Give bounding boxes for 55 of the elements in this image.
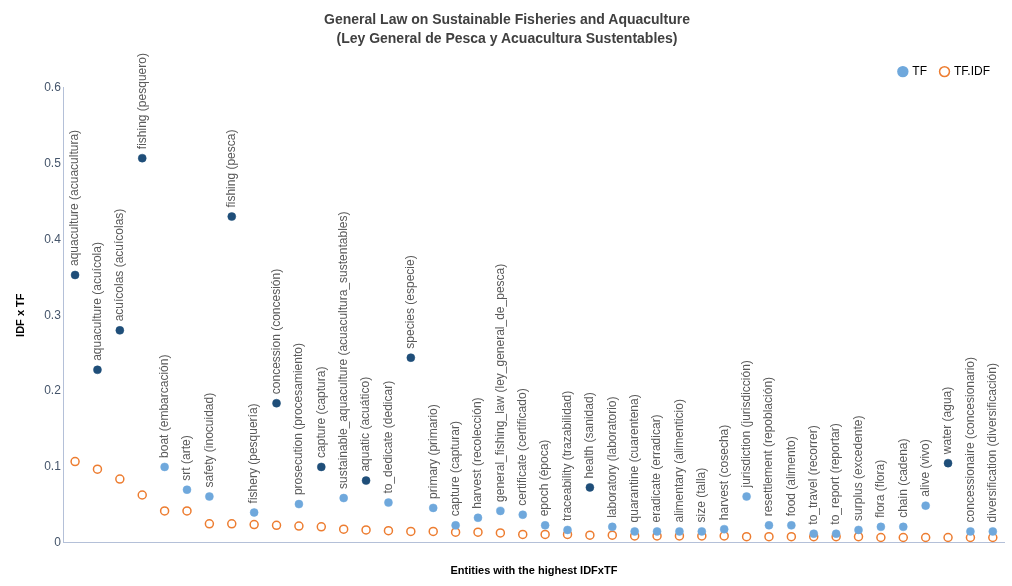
x-axis-title: Entities with the highest IDFxTF <box>450 564 618 577</box>
x-tick-label: alimentary (alimenticio) <box>671 399 686 523</box>
x-tick-label: resettlement (repoblación) <box>761 376 776 517</box>
x-tick-label: general_fishing_law (ley_general_de_pesca) <box>492 263 507 502</box>
x-tick-label: concession (concesión) <box>268 268 283 395</box>
x-tick-label: aquaculture (acuícola) <box>89 242 104 361</box>
x-tick-label: primary (primario) <box>425 404 440 499</box>
x-tick-label: jurisdiction (jurisdicción) <box>738 360 753 489</box>
x-tick-label: eradicate (erradicar) <box>649 414 664 523</box>
y-tick-label: 0.4 <box>44 231 62 246</box>
y-tick-label: 0.6 <box>44 79 62 94</box>
x-tick-label: flora (flora) <box>873 459 888 518</box>
x-tick-label: to_travel (recorrer) <box>806 425 821 525</box>
x-tick-label: diversification (diversificación) <box>985 363 1000 523</box>
y-axis-title: IDF x TF <box>13 293 26 337</box>
x-tick-label: fishing (pesquero) <box>134 53 149 150</box>
x-tick-label: traceability (trazabilidad) <box>559 390 574 521</box>
x-tick-label: capture (captura) <box>313 366 328 458</box>
x-tick-label: aquatic (acuático) <box>358 376 373 472</box>
x-tick-label: harvest (recolección) <box>470 397 485 509</box>
x-tick-label: species (especie) <box>403 255 418 349</box>
x-tick-label: certificate (certificado) <box>515 388 530 506</box>
x-tick-label: capture (capturar) <box>447 420 462 517</box>
chart-title: General Law on Sustainable Fisheries and Aquaculture <box>324 11 691 28</box>
x-tick-label: to_report (reportar) <box>828 423 843 525</box>
x-tick-label: harvest (cosecha) <box>716 424 731 521</box>
x-tick-label: prosecution (procesamiento) <box>291 343 306 496</box>
x-tick-label: chain (cadena) <box>895 438 910 518</box>
x-tick-label: quarantine (cuarentena) <box>626 394 641 523</box>
x-tick-label: fishery (pesquería) <box>246 403 261 504</box>
x-tick-label: fishing (pesca) <box>224 129 239 208</box>
x-tick-label: safety (inocuidad) <box>201 392 216 488</box>
y-tick-label: 0 <box>54 535 62 550</box>
x-tick-label: epoch (época) <box>537 439 552 517</box>
x-tick-label: acuícolas (acuícolas) <box>112 208 127 322</box>
x-tick-label: to_dedicate (dedicar) <box>380 380 395 494</box>
y-tick-label: 0.5 <box>44 155 62 170</box>
chart-subtitle: (Ley General de Pesca y Acuacultura Sustentables) <box>336 30 678 47</box>
x-tick-label: food (alimento) <box>783 436 798 517</box>
x-tick-label: laboratory (laboratorio) <box>604 396 619 518</box>
x-tick-label: health (sanidad) <box>582 392 597 479</box>
y-tick-label: 0.1 <box>44 459 62 474</box>
x-tick-label: srt (arte) <box>179 435 194 481</box>
x-tick-label: alive (vivo) <box>917 439 932 497</box>
x-tick-label: surplus (excedente) <box>850 415 865 521</box>
x-tick-label: water (agua) <box>940 386 955 456</box>
y-tick-label: 0.2 <box>44 383 62 398</box>
legend-label: TF <box>912 63 928 78</box>
x-tick-label: boat (embarcación) <box>156 354 171 458</box>
x-tick-label: size (talla) <box>694 467 709 523</box>
x-tick-label: concessionaire (concesionario) <box>962 357 977 523</box>
y-tick-label: 0.3 <box>44 307 62 322</box>
x-tick-label: aquaculture (acuacultura) <box>67 129 82 266</box>
legend-label: TF.IDF <box>954 63 991 78</box>
x-tick-label: sustainable_aquaculture (acuacultura_sustentables) <box>335 211 350 490</box>
